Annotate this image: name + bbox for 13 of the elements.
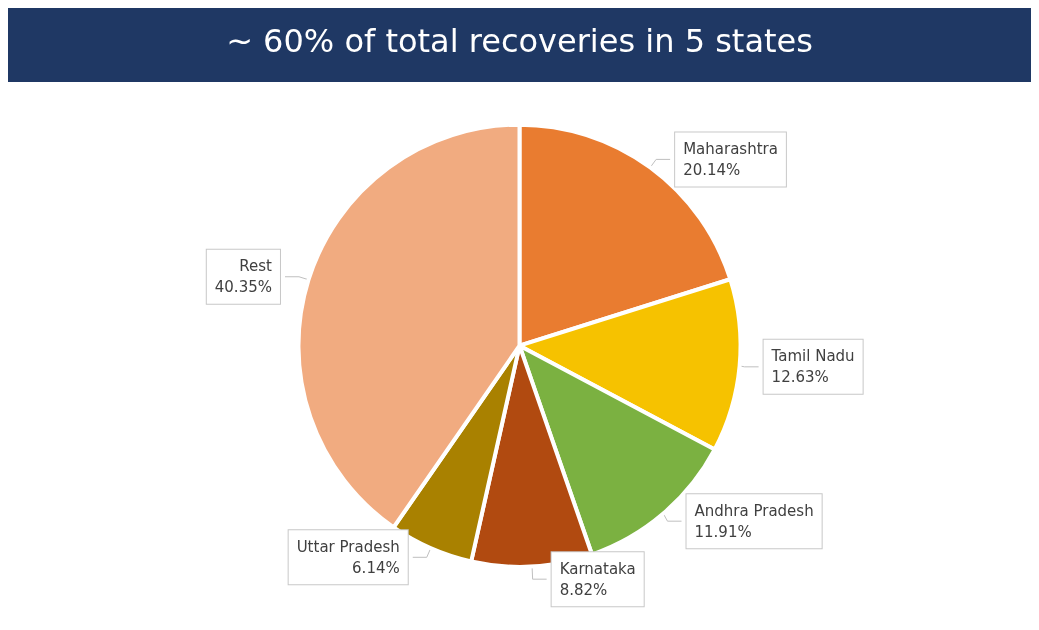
slice-label: Maharashtra [683, 139, 778, 158]
data-label: 20.14% [683, 160, 741, 179]
data-label: 6.14% [352, 558, 400, 577]
slice-label: Karnataka [559, 559, 636, 578]
slice-label: Andhra Pradesh [694, 501, 814, 520]
slice-label: Rest [239, 257, 273, 276]
data-label: 11.91% [694, 522, 752, 541]
chart-title: ~ 60% of total recoveries in 5 states [226, 22, 813, 60]
slice-label: Uttar Pradesh [296, 537, 400, 556]
data-label: 8.82% [559, 580, 608, 599]
data-label: 40.35% [214, 278, 272, 297]
data-label: 12.63% [771, 368, 829, 387]
slice-label: Tamil Nadu [770, 347, 855, 366]
